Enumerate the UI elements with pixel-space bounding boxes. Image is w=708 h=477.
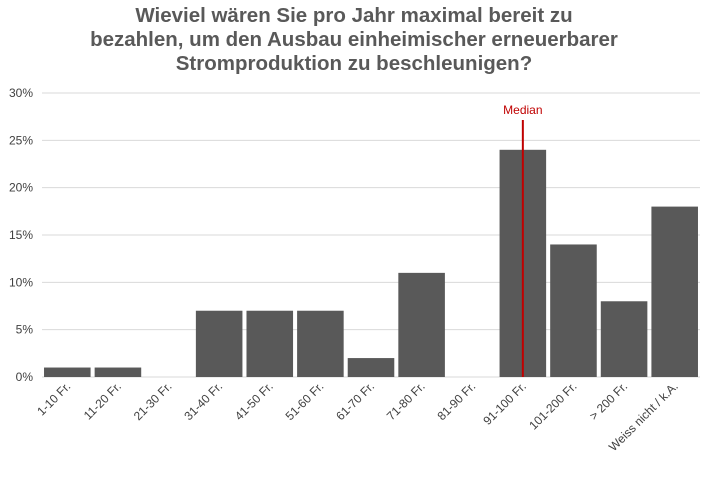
- bar: [651, 206, 698, 377]
- bar: [398, 272, 445, 377]
- x-tick-label: 21-30 Fr.: [131, 379, 175, 423]
- bar: [94, 367, 142, 377]
- y-tick-label: 25%: [9, 133, 33, 147]
- x-tick-label: 61-70 Fr.: [333, 379, 377, 423]
- bar: [297, 310, 344, 377]
- bar: [600, 301, 648, 377]
- bar: [347, 358, 395, 377]
- y-tick-label: 15%: [9, 228, 33, 242]
- x-tick-label: 71-80 Fr.: [384, 379, 428, 423]
- x-tick-label: 51-60 Fr.: [283, 379, 327, 423]
- x-tick-label: 31-40 Fr.: [181, 379, 225, 423]
- x-tick-label: 1-10 Fr.: [34, 379, 73, 418]
- y-tick-label: 10%: [9, 275, 33, 289]
- bar: [550, 244, 597, 377]
- bar: [44, 367, 91, 377]
- x-tick-label: 41-50 Fr.: [232, 379, 276, 423]
- y-tick-label: 30%: [9, 86, 33, 100]
- bar: [195, 310, 243, 377]
- x-tick-label: 101-200 Fr.: [526, 379, 579, 432]
- y-tick-label: 0%: [16, 370, 34, 384]
- median-label: Median: [503, 103, 542, 117]
- x-tick-label: 11-20 Fr.: [81, 379, 124, 422]
- bar: [246, 310, 294, 377]
- x-tick-label: > 200 Fr.: [587, 379, 631, 423]
- chart-title: Wieviel wären Sie pro Jahr maximal berei…: [0, 4, 708, 76]
- x-tick-label: 91-100 Fr.: [480, 379, 529, 428]
- chart-title-line-1: Wieviel wären Sie pro Jahr maximal berei…: [135, 4, 573, 27]
- x-tick-label: 81-90 Fr.: [434, 379, 478, 423]
- y-tick-label: 5%: [16, 323, 34, 337]
- y-tick-label: 20%: [9, 181, 33, 195]
- chart-title-line-3: Stromproduktion zu beschleunigen?: [175, 52, 533, 75]
- chart-title-line-2: bezahlen, um den Ausbau einheimischer er…: [90, 28, 618, 51]
